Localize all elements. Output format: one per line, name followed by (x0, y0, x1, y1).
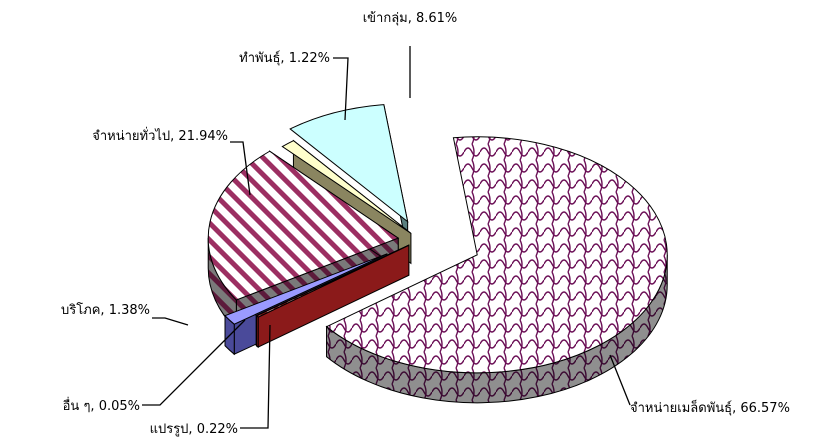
data-label: บริโภค, 1.38% (61, 302, 150, 318)
slice-label-group: เข้ากลุ่ม, 8.61% (363, 11, 458, 98)
data-label: เข้ากลุ่ม, 8.61% (363, 11, 458, 26)
data-label: แปรรูป, 0.22% (150, 422, 238, 437)
leader-line (142, 319, 246, 406)
data-label: ทำพันธุ์, 1.22% (239, 50, 330, 66)
slice-label-breeding: ทำพันธุ์, 1.22% (239, 50, 349, 121)
slice-top (325, 136, 668, 374)
slice-outer-wall (256, 314, 259, 349)
slice-top (255, 244, 410, 318)
slice-top (289, 104, 409, 223)
data-label: อื่น ๆ, 0.05% (62, 397, 140, 414)
slice-label-processing: แปรรูป, 0.22% (150, 324, 271, 437)
data-label: จำหน่ายทั่วไป, 21.94% (92, 127, 228, 144)
slice-label-consumption: บริโภค, 1.38% (61, 302, 189, 326)
pie-slice-seed-sales (325, 136, 668, 404)
pie-slice-group (289, 104, 409, 252)
slice-top (224, 253, 388, 325)
leader-line (240, 324, 271, 429)
leader-line (609, 354, 631, 406)
leader-line (152, 317, 189, 326)
leader-line (230, 141, 251, 196)
slice-label-other: อื่น ๆ, 0.05% (62, 319, 246, 414)
slice-top (281, 140, 412, 234)
leader-line (333, 57, 349, 121)
slice-top (207, 150, 400, 301)
data-label: จำหน่ายเมล็ดพันธุ์, 66.57% (630, 398, 790, 416)
pie-slice-processing (255, 244, 410, 349)
slice-label-seed-sales: จำหน่ายเมล็ดพันธุ์, 66.57% (609, 354, 790, 416)
slice-label-general-sales: จำหน่ายทั่วไป, 21.94% (92, 127, 251, 196)
